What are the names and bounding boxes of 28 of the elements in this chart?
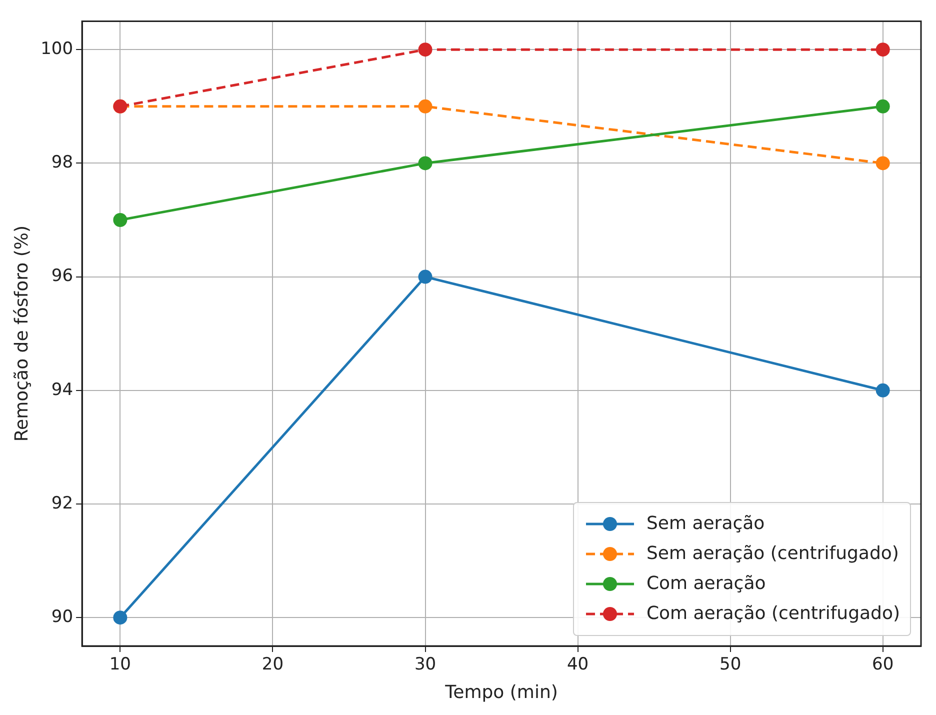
x-tick-label: 50: [720, 654, 742, 675]
y-tick-label: 100: [40, 39, 74, 60]
x-tick-label: 10: [109, 654, 131, 675]
x-tick-label: 30: [414, 654, 436, 675]
point: [876, 99, 890, 114]
point: [876, 383, 890, 398]
legend-label: Com aeração: [646, 572, 766, 596]
y-tick-label: 96: [51, 266, 74, 286]
legend-label: Sem aeração: [646, 512, 765, 536]
y-tick-label: 90: [51, 607, 74, 628]
x-axis-title: Tempo (min): [444, 682, 558, 703]
point: [418, 270, 432, 284]
point: [418, 156, 432, 170]
point: [418, 99, 432, 114]
y-axis-title: Remoção de fósforo (%): [11, 226, 32, 442]
y-tick-label: 98: [51, 152, 74, 173]
x-tick-label: 60: [872, 654, 894, 675]
point: [113, 213, 128, 227]
legend-label: Sem aeração (centrifugado): [646, 542, 899, 566]
y-tick-label: 94: [51, 380, 74, 400]
point: [876, 42, 890, 57]
legend-label: Com aeração (centrifugado): [646, 602, 900, 626]
point: [876, 156, 890, 170]
y-tick-label: 92: [51, 493, 74, 514]
point: [418, 42, 432, 57]
x-tick-label: 40: [566, 654, 589, 675]
point: [113, 610, 128, 625]
x-tick-label: 20: [262, 654, 284, 675]
